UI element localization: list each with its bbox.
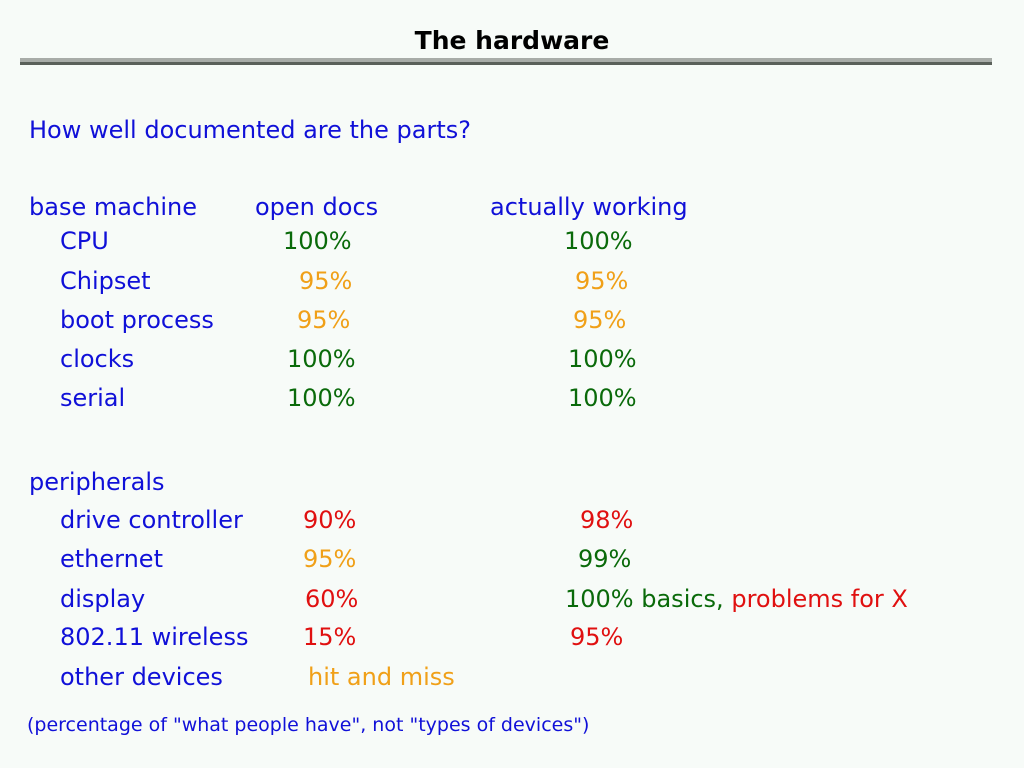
working-value: 99% bbox=[578, 545, 632, 573]
question: How well documented are the parts? bbox=[29, 116, 471, 144]
footnote: (percentage of "what people have", not "… bbox=[27, 714, 590, 736]
working-value: 95% bbox=[573, 306, 627, 334]
working-value: 95% bbox=[575, 267, 629, 295]
working-value: 100% bbox=[568, 384, 637, 412]
slide-title: The hardware bbox=[414, 26, 610, 55]
part-name: 802.11 wireless bbox=[60, 623, 249, 651]
part-name: drive controller bbox=[60, 506, 243, 534]
open-docs-value: 100% bbox=[287, 345, 356, 373]
working-problems-note: problems for X bbox=[731, 585, 908, 613]
title-divider-shadow bbox=[20, 62, 992, 65]
open-docs-value: 100% bbox=[287, 384, 356, 412]
working-basics: 100% basics, bbox=[565, 585, 724, 613]
part-name: serial bbox=[60, 384, 126, 412]
peripherals-heading: peripherals bbox=[29, 468, 165, 496]
open-docs-value: 60% bbox=[305, 585, 359, 613]
working-value: 98% bbox=[580, 506, 634, 534]
part-name: other devices bbox=[60, 663, 223, 691]
part-name: CPU bbox=[60, 227, 109, 255]
part-name: ethernet bbox=[60, 545, 163, 573]
part-name: clocks bbox=[60, 345, 135, 373]
working-value: 100% bbox=[564, 227, 633, 255]
working-value: 95% bbox=[570, 623, 624, 651]
open-docs-value: 95% bbox=[299, 267, 353, 295]
title-divider bbox=[20, 58, 992, 62]
header-open-docs: open docs bbox=[255, 193, 379, 221]
part-name: Chipset bbox=[60, 267, 151, 295]
header-base-machine: base machine bbox=[29, 193, 197, 221]
working-value: 100% bbox=[568, 345, 637, 373]
open-docs-value: 100% bbox=[283, 227, 352, 255]
header-actually-working: actually working bbox=[490, 193, 688, 221]
open-docs-value: 95% bbox=[297, 306, 351, 334]
working-value: 100% basics, problems for X bbox=[565, 584, 908, 614]
part-name: boot process bbox=[60, 306, 214, 334]
open-docs-value: hit and miss bbox=[308, 663, 455, 691]
open-docs-value: 95% bbox=[303, 545, 357, 573]
open-docs-value: 15% bbox=[303, 623, 357, 651]
part-name: display bbox=[60, 585, 146, 613]
open-docs-value: 90% bbox=[303, 506, 357, 534]
